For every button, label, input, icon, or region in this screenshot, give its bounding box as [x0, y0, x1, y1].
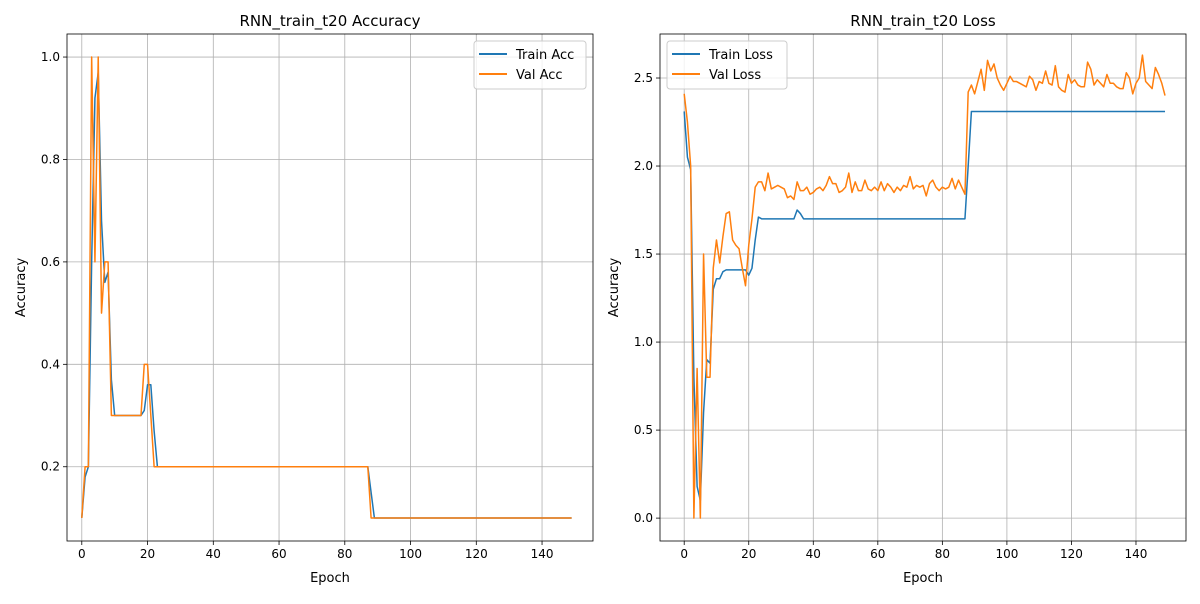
y-tick-label: 1.0 — [41, 50, 60, 64]
series-line-val-loss — [683, 54, 1166, 519]
y-tick-label: 0.2 — [41, 460, 60, 474]
x-tick-label: 120 — [465, 547, 488, 561]
y-tick-label: 0.6 — [41, 255, 60, 269]
legend: Train Acc Val Acc — [473, 40, 587, 90]
legend: Train Loss Val Loss — [666, 40, 788, 90]
chart-panel-2: 0 20 40 60 80 100 120 140 0.0 0.5 1.0 1.5 2.0 2.5 RNN_… — [607, 12, 1187, 586]
plot-frame — [66, 33, 594, 542]
x-tick-label: 100 — [995, 547, 1018, 561]
plot-frame — [659, 33, 1187, 542]
y-tick-label: 0.8 — [41, 152, 60, 166]
x-tick-label: 80 — [935, 547, 950, 561]
y-axis-label: Accuracy — [607, 258, 622, 318]
x-tick-label: 0 — [78, 547, 86, 561]
y-tick-label: 0.0 — [634, 511, 653, 525]
x-axis-label: Epoch — [903, 571, 943, 586]
legend-label: Val Loss — [709, 68, 761, 83]
y-tick-label: 0.5 — [634, 423, 653, 437]
legend-label: Train Loss — [708, 48, 773, 63]
x-axis-label: Epoch — [310, 571, 350, 586]
x-tick-label: 20 — [741, 547, 756, 561]
chart-panel-1: 0 20 40 60 80 100 120 140 0.2 0.4 0.6 0.8 1.0 RNN_tra… — [14, 12, 594, 586]
y-tick-label: 1.5 — [634, 247, 653, 261]
x-tick-label: 80 — [337, 547, 352, 561]
x-tick-label: 40 — [206, 547, 221, 561]
legend-label: Val Acc — [516, 68, 563, 83]
x-tick-label: 100 — [399, 547, 422, 561]
y-tick-label: 2.0 — [634, 159, 653, 173]
y-tick-label: 0.4 — [41, 357, 60, 371]
x-tick-label: 0 — [680, 547, 688, 561]
x-tick-label: 140 — [1125, 547, 1148, 561]
x-tick-label: 40 — [806, 547, 821, 561]
x-tick-label: 60 — [271, 547, 286, 561]
y-axis-label: Accuracy — [14, 258, 29, 318]
chart-title: RNN_train_t20 Loss — [850, 12, 996, 31]
x-tick-label: 140 — [531, 547, 554, 561]
y-tick-label: 2.5 — [634, 71, 653, 85]
series-line-val-acc — [81, 56, 572, 519]
y-tick-label: 1.0 — [634, 335, 653, 349]
chart-title: RNN_train_t20 Accuracy — [240, 12, 421, 31]
x-tick-label: 120 — [1060, 547, 1083, 561]
x-tick-label: 60 — [870, 547, 885, 561]
x-tick-label: 20 — [140, 547, 155, 561]
legend-label: Train Acc — [515, 48, 574, 63]
